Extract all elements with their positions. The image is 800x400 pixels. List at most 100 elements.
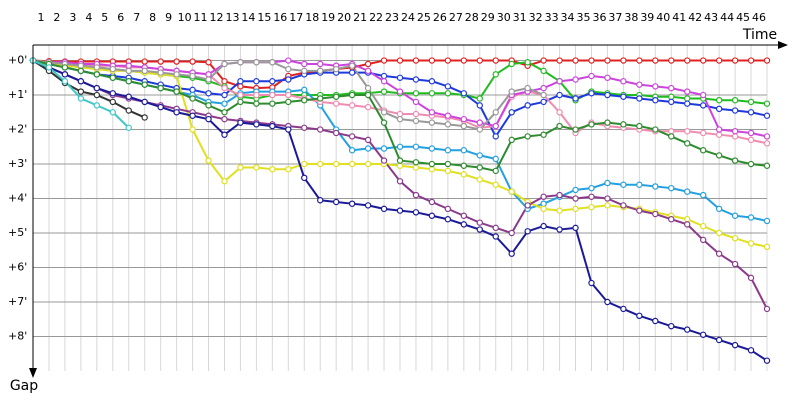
data-point	[699, 91, 707, 99]
data-point	[540, 91, 547, 99]
data-point	[317, 197, 324, 204]
data-point	[332, 129, 340, 137]
data-point	[604, 298, 611, 306]
x-tick-label: 36	[592, 11, 606, 24]
data-point	[301, 174, 308, 182]
data-point	[412, 164, 420, 171]
x-tick-label: 22	[369, 11, 383, 24]
x-tick-label: 3	[69, 11, 76, 24]
data-point	[476, 152, 483, 159]
data-point	[460, 221, 468, 228]
data-point	[189, 72, 196, 80]
data-point	[317, 60, 324, 68]
data-point	[428, 212, 436, 219]
data-point	[747, 274, 755, 282]
data-point	[620, 93, 627, 100]
data-point	[524, 84, 531, 92]
data-point	[731, 128, 739, 135]
data-point	[317, 160, 324, 168]
data-point	[620, 57, 627, 64]
data-point	[269, 122, 276, 130]
data-point	[684, 57, 691, 64]
data-point	[428, 78, 436, 85]
data-point	[428, 90, 436, 97]
data-point	[332, 65, 340, 73]
data-point	[348, 147, 356, 154]
data-point	[205, 115, 212, 123]
data-point	[332, 198, 340, 206]
data-point	[699, 222, 707, 230]
data-point	[715, 57, 723, 64]
data-point	[269, 59, 276, 66]
data-point	[221, 84, 228, 92]
data-point	[396, 88, 404, 95]
data-point	[684, 128, 691, 135]
data-point	[492, 133, 499, 140]
data-point	[763, 162, 771, 169]
x-axis-title: Time	[742, 27, 777, 43]
data-point	[221, 109, 228, 116]
data-point	[476, 57, 483, 64]
data-point	[109, 98, 116, 106]
data-point	[731, 133, 739, 140]
data-point	[747, 347, 755, 354]
x-tick-label: 16	[273, 11, 287, 24]
data-point	[699, 331, 707, 338]
data-point	[492, 167, 499, 175]
data-point	[428, 160, 436, 168]
data-point	[77, 88, 85, 95]
data-point	[668, 93, 675, 100]
data-point	[699, 57, 707, 64]
data-point	[604, 179, 611, 187]
data-point	[460, 115, 468, 123]
data-point	[301, 160, 308, 168]
x-tick-label: 29	[481, 11, 495, 24]
data-point	[380, 205, 388, 213]
data-point	[189, 112, 196, 119]
data-point	[364, 60, 372, 68]
data-point	[412, 76, 420, 83]
data-point	[332, 160, 340, 168]
data-point	[668, 57, 675, 64]
x-tick-label: 35	[577, 11, 591, 24]
data-point	[396, 57, 404, 64]
data-point	[652, 83, 659, 90]
data-point	[715, 229, 723, 237]
data-point	[572, 195, 579, 202]
data-point	[348, 69, 356, 76]
data-point	[652, 57, 659, 64]
data-point	[588, 90, 595, 97]
data-point	[348, 133, 356, 140]
x-tick-label: 40	[656, 11, 670, 24]
data-point	[715, 131, 723, 138]
data-point	[588, 203, 595, 211]
data-point	[237, 91, 244, 99]
data-point	[492, 57, 499, 64]
data-point	[93, 102, 101, 109]
data-point	[492, 233, 499, 240]
data-point	[540, 98, 547, 106]
data-point	[77, 67, 85, 75]
data-point	[237, 98, 244, 106]
x-tick-label: 24	[401, 11, 415, 24]
data-point	[301, 60, 308, 68]
data-point	[173, 58, 180, 65]
data-point	[652, 96, 659, 104]
data-point	[237, 59, 244, 66]
data-point	[412, 191, 420, 199]
x-tick-label: 5	[101, 11, 108, 24]
data-point	[444, 205, 452, 213]
data-point	[253, 121, 260, 128]
data-point	[476, 126, 483, 133]
data-point	[285, 65, 292, 73]
data-point	[699, 147, 707, 154]
data-point	[460, 90, 468, 97]
y-tick-label: +7'	[8, 295, 27, 308]
x-tick-label: 19	[321, 11, 335, 24]
x-tick-label: 4	[85, 11, 92, 24]
data-point	[524, 102, 531, 109]
data-point	[731, 260, 739, 268]
data-point	[380, 157, 388, 164]
data-point	[380, 109, 388, 116]
data-point	[476, 95, 483, 102]
